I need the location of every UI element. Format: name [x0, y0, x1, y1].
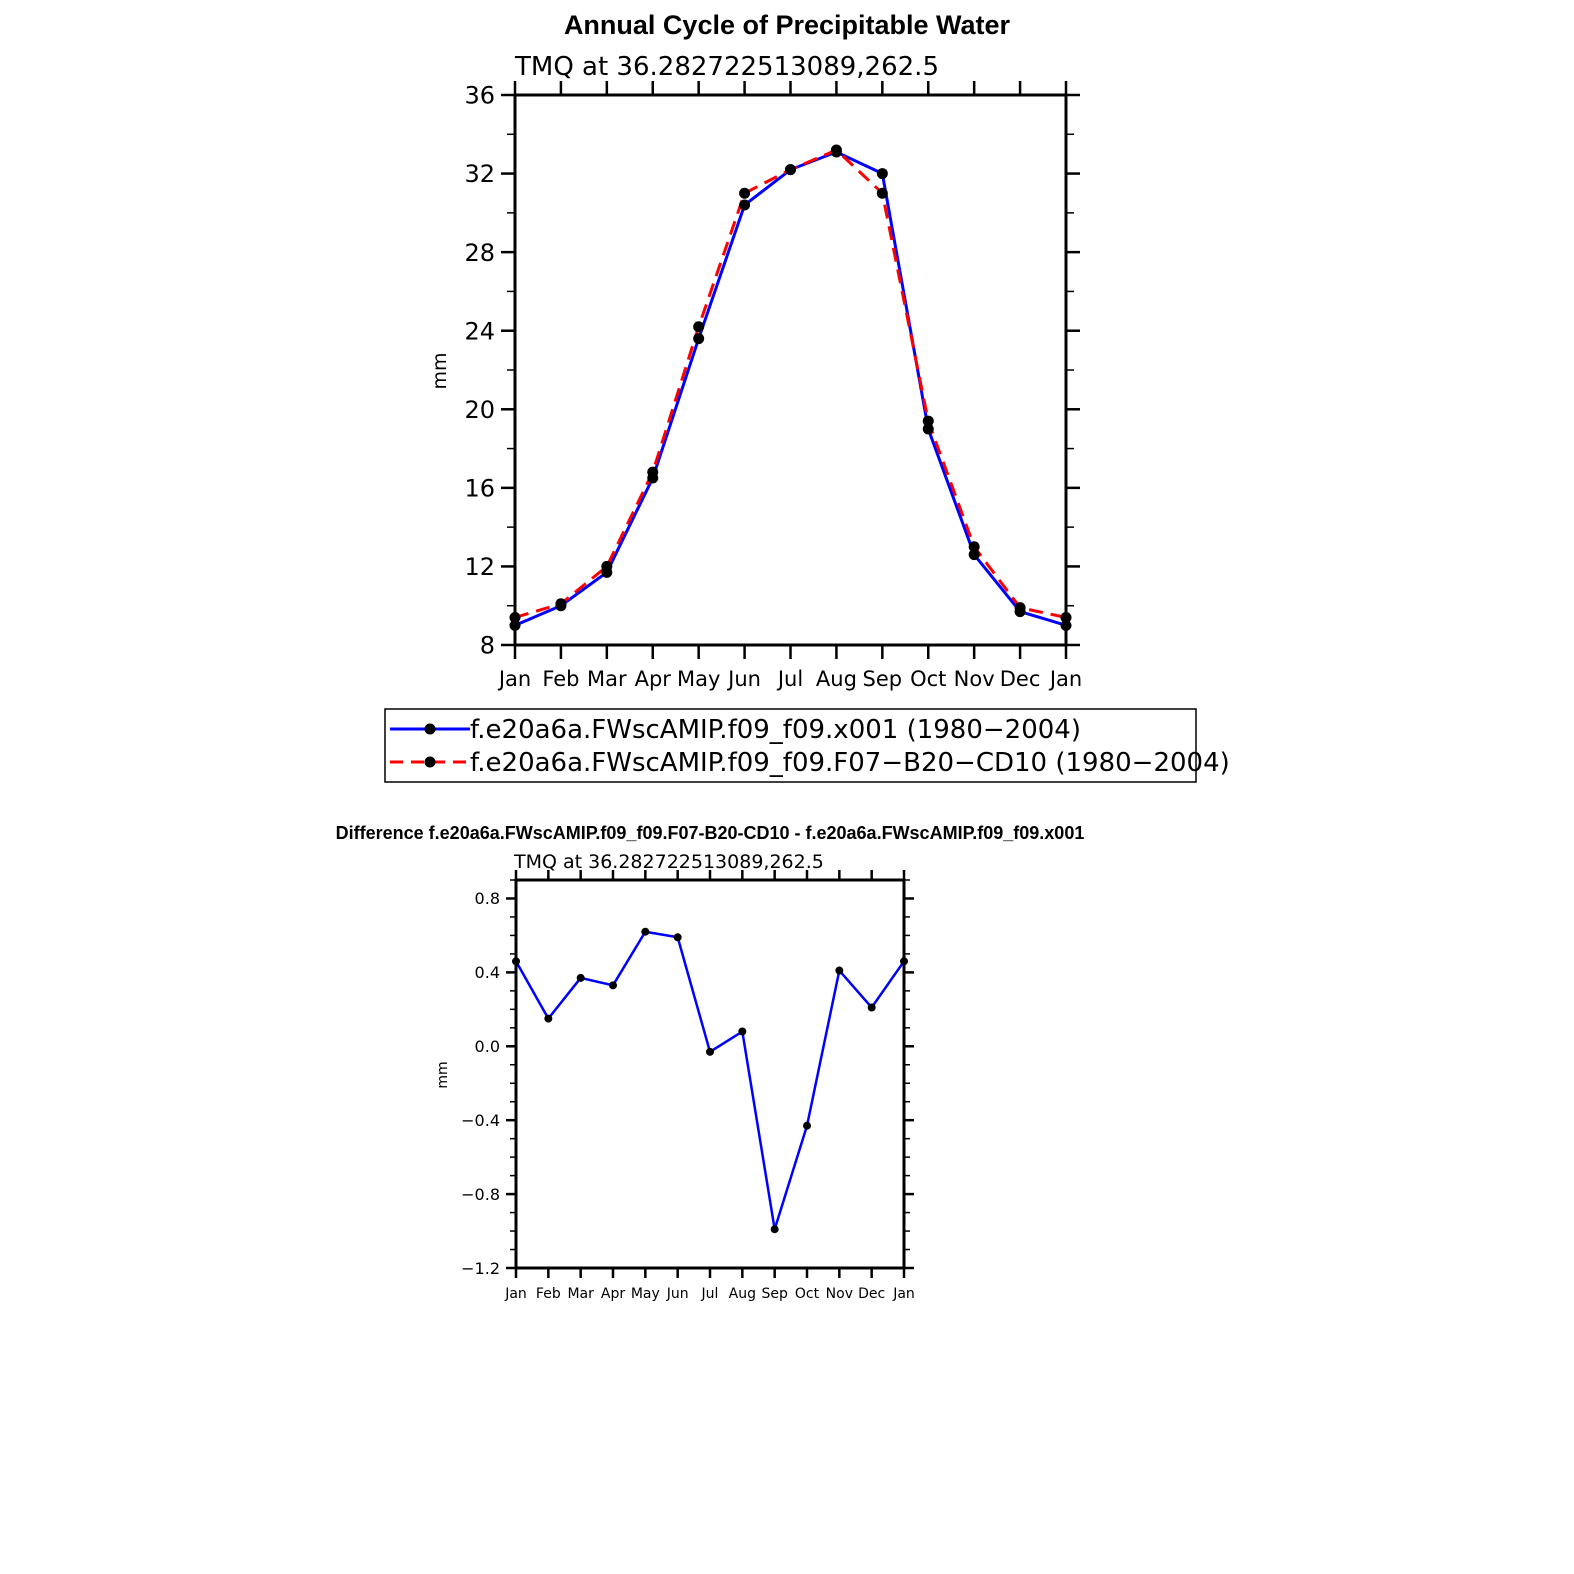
legend-marker-dashed — [424, 756, 436, 768]
series-line-dashed — [514, 148, 1067, 619]
data-point — [739, 199, 751, 211]
data-point — [641, 927, 650, 936]
data-point — [693, 333, 705, 345]
x-tick-label: Oct — [910, 667, 946, 691]
data-point — [706, 1047, 714, 1056]
main-title: Annual Cycle of Precipitable Water — [564, 10, 1011, 40]
x-tick-label: Mar — [567, 1286, 594, 1302]
data-point — [544, 1014, 553, 1023]
x-tick-label: Jan — [497, 667, 531, 691]
data-point — [693, 321, 705, 333]
x-tick-label: May — [631, 1286, 660, 1302]
legend-box — [384, 708, 1197, 783]
y-tick-label: 28 — [464, 239, 495, 267]
data-point — [922, 415, 934, 427]
y-tick-label: 36 — [464, 82, 495, 110]
x-tick-label: Aug — [729, 1286, 756, 1302]
x-tick-label: Jan — [1048, 667, 1082, 691]
x-tick-label: Aug — [816, 667, 857, 691]
data-point — [867, 1003, 876, 1012]
bottom-chart-axes — [506, 870, 914, 1278]
data-point — [922, 423, 934, 435]
data-point — [739, 187, 751, 199]
x-tick-label: Oct — [795, 1286, 820, 1302]
x-tick-label: Feb — [542, 667, 579, 691]
data-point — [647, 466, 659, 478]
legend-entry-1: f.e20a6a.FWscAMIP.f09_f09.x001 (1980−200… — [470, 715, 1081, 745]
data-point — [1014, 602, 1026, 614]
x-tick-label: Apr — [601, 1286, 625, 1302]
x-tick-label: Jun — [666, 1286, 689, 1302]
legend-marker-solid — [424, 723, 436, 735]
top-chart-y-tick-labels: 8 12 16 20 24 28 32 36 — [464, 82, 495, 660]
y-tick-label: −0.8 — [461, 1185, 500, 1204]
y-tick-label: 0.8 — [475, 889, 500, 908]
bottom-chart-x-tick-labels: Jan Feb Mar Apr May Jun Jul Aug Sep Oct Nov Dec Jan — [504, 1286, 915, 1302]
x-tick-label: Jul — [701, 1286, 719, 1302]
data-point — [835, 966, 844, 975]
x-tick-label: Jan — [504, 1286, 527, 1302]
data-point — [770, 1225, 779, 1234]
x-tick-label: Nov — [826, 1286, 853, 1302]
x-tick-label: Sep — [761, 1286, 788, 1302]
x-tick-label: May — [677, 667, 720, 691]
data-point — [785, 164, 796, 176]
data-point — [555, 598, 567, 610]
y-tick-label: −0.4 — [461, 1111, 500, 1130]
data-point — [876, 168, 888, 180]
top-chart-subtitle: TMQ at 36.282722513089,262.5 — [514, 52, 939, 82]
top-chart-frame — [513, 93, 1068, 647]
x-tick-label: Jul — [776, 667, 803, 691]
bottom-chart-y-tick-labels: 0.8 0.4 0.0 −0.4 −0.8 −1.2 — [461, 889, 500, 1278]
data-point — [876, 187, 888, 199]
y-tick-label: 0.4 — [475, 963, 500, 982]
bottom-chart-ylabel: mm — [435, 1061, 451, 1088]
data-point — [576, 973, 585, 982]
series-line-solid — [514, 150, 1067, 627]
data-point — [830, 144, 842, 156]
y-tick-label: 20 — [464, 396, 495, 424]
data-point — [673, 933, 682, 942]
legend-entry-2: f.e20a6a.FWscAMIP.f09_f09.F07−B20−CD10 (… — [470, 748, 1230, 778]
data-point — [738, 1027, 747, 1036]
top-chart-axes — [501, 81, 1080, 659]
bottom-chart-subtitle: TMQ at 36.282722513089,262.5 — [513, 851, 824, 873]
x-tick-label: Dec — [1000, 667, 1041, 691]
bottom-chart-series — [512, 927, 908, 1234]
data-point — [968, 541, 980, 553]
x-tick-label: Feb — [536, 1286, 561, 1302]
series-line-solid — [514, 930, 906, 1230]
x-tick-label: Jan — [892, 1286, 915, 1302]
x-tick-label: Apr — [635, 667, 672, 691]
data-point — [968, 549, 980, 561]
y-tick-label: 8 — [480, 632, 495, 660]
x-tick-label: Mar — [587, 667, 627, 691]
data-point — [609, 981, 617, 990]
data-point — [601, 560, 613, 572]
y-tick-label: 16 — [464, 474, 495, 502]
x-tick-label: Nov — [954, 667, 995, 691]
diff-title: Difference f.e20a6a.FWscAMIP.f09_f09.F07… — [336, 823, 1085, 843]
top-chart-x-tick-labels: Jan Feb Mar Apr May Jun Jul Aug Sep Oct Nov Dec Jan — [497, 667, 1082, 691]
data-point — [803, 1121, 811, 1130]
x-tick-label: Dec — [858, 1286, 885, 1302]
top-chart-series — [509, 144, 1072, 631]
legend: f.e20a6a.FWscAMIP.f09_f09.x001 (1980−200… — [384, 708, 1230, 783]
x-tick-label: Jun — [726, 667, 761, 691]
y-tick-label: 0.0 — [475, 1037, 500, 1056]
x-tick-label: Sep — [863, 667, 903, 691]
bottom-chart-frame — [514, 878, 906, 1270]
y-tick-label: −1.2 — [461, 1259, 500, 1278]
y-tick-label: 24 — [464, 317, 495, 345]
y-tick-label: 12 — [464, 553, 495, 581]
y-tick-label: 32 — [464, 160, 495, 188]
top-chart-ylabel: mm — [429, 352, 451, 389]
